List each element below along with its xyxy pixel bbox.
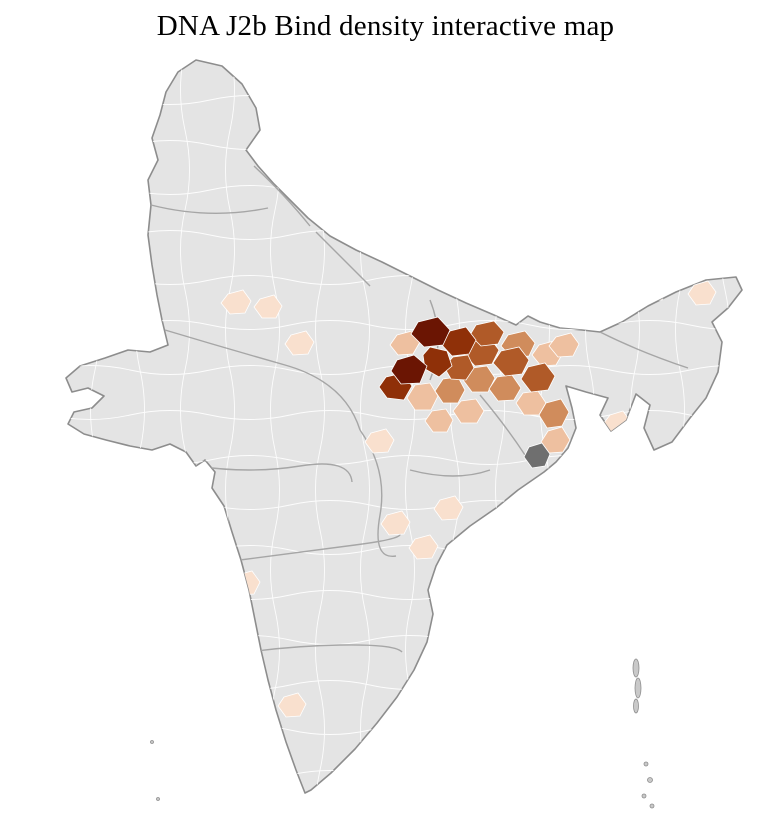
district[interactable] bbox=[226, 638, 257, 664]
district[interactable] bbox=[492, 346, 530, 377]
metro-district bbox=[523, 442, 551, 469]
district[interactable] bbox=[433, 495, 464, 521]
india-landmass bbox=[65, 59, 743, 794]
islands bbox=[150, 658, 655, 809]
density-class-5 bbox=[378, 326, 477, 401]
district[interactable] bbox=[220, 289, 252, 315]
island[interactable] bbox=[649, 803, 655, 809]
district[interactable] bbox=[284, 330, 315, 356]
island[interactable] bbox=[634, 677, 642, 699]
density-class-2 bbox=[389, 330, 580, 454]
state-boundaries bbox=[150, 165, 689, 656]
district[interactable] bbox=[540, 426, 571, 454]
island[interactable] bbox=[632, 658, 640, 678]
island[interactable] bbox=[641, 793, 647, 799]
district[interactable] bbox=[244, 688, 274, 714]
district[interactable] bbox=[389, 330, 421, 356]
district[interactable] bbox=[452, 398, 485, 424]
island[interactable] bbox=[156, 797, 160, 801]
island[interactable] bbox=[150, 740, 154, 744]
district[interactable] bbox=[538, 398, 570, 429]
district[interactable] bbox=[277, 692, 307, 718]
district[interactable] bbox=[520, 362, 556, 393]
district[interactable] bbox=[424, 408, 454, 433]
district[interactable] bbox=[390, 354, 428, 385]
district[interactable] bbox=[422, 346, 453, 378]
district[interactable] bbox=[523, 442, 551, 469]
district[interactable] bbox=[598, 280, 628, 306]
district[interactable] bbox=[380, 510, 411, 536]
island[interactable] bbox=[643, 761, 649, 767]
district[interactable] bbox=[406, 382, 439, 411]
map-title: DNA J2b Bind density interactive map bbox=[156, 10, 615, 42]
island[interactable] bbox=[647, 777, 653, 783]
district[interactable] bbox=[220, 672, 251, 698]
district[interactable] bbox=[410, 316, 451, 348]
district[interactable] bbox=[218, 604, 249, 630]
density-class-6 bbox=[390, 316, 451, 385]
district[interactable] bbox=[687, 280, 717, 306]
district[interactable] bbox=[548, 332, 580, 358]
district[interactable] bbox=[408, 534, 439, 560]
district[interactable] bbox=[364, 428, 395, 454]
district[interactable] bbox=[253, 294, 283, 319]
island[interactable] bbox=[633, 698, 639, 714]
